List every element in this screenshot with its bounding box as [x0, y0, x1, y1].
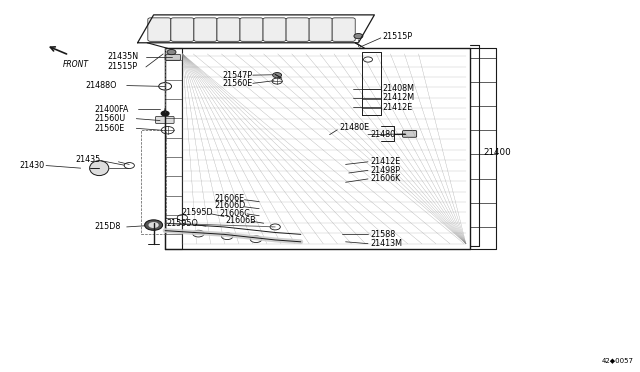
FancyBboxPatch shape [286, 18, 309, 41]
Text: 21435: 21435 [76, 155, 100, 164]
Text: 21595O: 21595O [166, 219, 198, 228]
Text: 21547P: 21547P [223, 71, 253, 80]
Text: 21498P: 21498P [370, 166, 400, 175]
Circle shape [161, 111, 169, 116]
FancyBboxPatch shape [309, 18, 332, 41]
Circle shape [148, 222, 159, 228]
Circle shape [167, 49, 176, 55]
FancyBboxPatch shape [156, 116, 174, 124]
Text: 21606C: 21606C [219, 209, 250, 218]
FancyBboxPatch shape [171, 18, 194, 41]
Text: 21595D: 21595D [181, 208, 212, 217]
FancyBboxPatch shape [194, 18, 217, 41]
FancyBboxPatch shape [263, 18, 286, 41]
Text: 21408M: 21408M [383, 84, 415, 93]
Ellipse shape [90, 161, 109, 176]
Text: FRONT: FRONT [63, 60, 89, 69]
Text: 215D8: 215D8 [95, 222, 121, 231]
Text: 21435N: 21435N [108, 52, 139, 61]
Text: 21400: 21400 [483, 148, 511, 157]
Text: 21560E: 21560E [223, 79, 253, 88]
Text: 21412E: 21412E [370, 157, 400, 166]
Circle shape [145, 220, 163, 230]
Text: 21412M: 21412M [383, 93, 415, 102]
Text: 21488O: 21488O [85, 81, 116, 90]
FancyBboxPatch shape [217, 18, 240, 41]
FancyBboxPatch shape [240, 18, 263, 41]
Circle shape [354, 33, 363, 39]
FancyBboxPatch shape [332, 18, 355, 41]
FancyBboxPatch shape [403, 131, 417, 137]
Circle shape [273, 73, 282, 78]
Text: 21588: 21588 [370, 230, 395, 239]
Text: 21606E: 21606E [214, 194, 244, 203]
Text: 21480: 21480 [370, 130, 395, 139]
Text: 21515P: 21515P [108, 62, 138, 71]
Text: 21560E: 21560E [95, 124, 125, 133]
FancyBboxPatch shape [165, 54, 180, 60]
Text: 42◆0057: 42◆0057 [602, 357, 634, 363]
Text: 21560U: 21560U [95, 114, 126, 123]
Text: 21515P: 21515P [383, 32, 413, 41]
Text: 21430: 21430 [19, 161, 44, 170]
Text: 21606B: 21606B [225, 216, 256, 225]
Text: 21606K: 21606K [370, 174, 400, 183]
Text: 21606D: 21606D [214, 201, 246, 210]
Text: 21400FA: 21400FA [95, 105, 129, 114]
Text: 21413M: 21413M [370, 239, 402, 248]
Text: 21412E: 21412E [383, 103, 413, 112]
FancyBboxPatch shape [148, 18, 171, 41]
Text: 21480E: 21480E [339, 124, 369, 132]
